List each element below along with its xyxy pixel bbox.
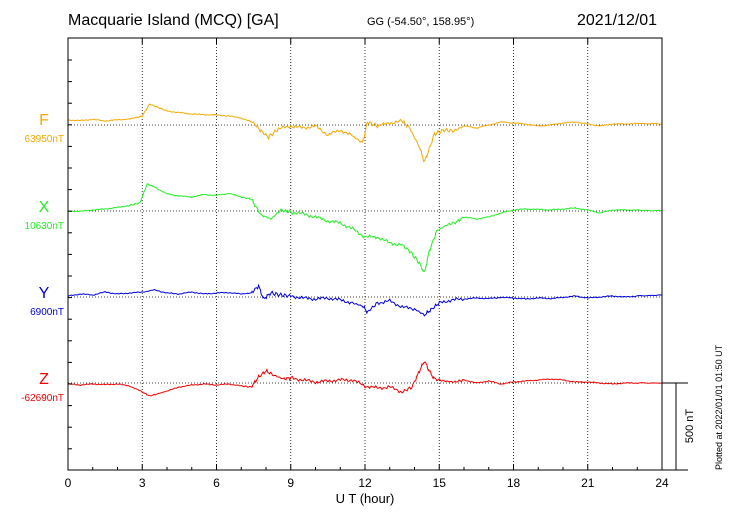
geographic-coordinates: GG (-54.50°, 158.95°) <box>367 16 475 28</box>
x-tick-label-0: 0 <box>65 476 72 490</box>
baseline-value-X: 10630nT <box>25 221 64 232</box>
x-tick-label-3: 3 <box>139 476 146 490</box>
series-line-X <box>67 183 663 273</box>
x-tick-label-18: 18 <box>507 476 521 490</box>
chart-date: 2021/12/01 <box>577 12 658 29</box>
series-name-Y: Y <box>39 285 50 302</box>
baselines <box>68 124 662 384</box>
series-labels: F 63950nT X 10630nT Y 6900nT Z -62690nT <box>21 112 64 404</box>
series-group <box>67 103 663 397</box>
x-tick-label-15: 15 <box>433 476 447 490</box>
x-tick-label-6: 6 <box>213 476 220 490</box>
series-name-Z: Z <box>39 371 49 388</box>
baseline-value-Z: -62690nT <box>21 393 64 404</box>
scale-bar: 500 nT <box>662 382 696 471</box>
baseline-value-F: 63950nT <box>25 134 64 145</box>
grid-lines <box>141 38 589 470</box>
series-line-F <box>67 103 663 163</box>
x-tick-label-21: 21 <box>581 476 595 490</box>
x-tick-label-9: 9 <box>287 476 294 490</box>
series-name-X: X <box>39 199 50 216</box>
scale-bar-label: 500 nT <box>684 409 696 444</box>
x-axis-ticks: 0 3 6 9 12 15 18 21 24 <box>65 38 669 490</box>
baseline-value-Y: 6900nT <box>30 307 64 318</box>
x-axis-label: U T (hour) <box>336 491 395 506</box>
x-tick-label-12: 12 <box>358 476 372 490</box>
station-title: Macquarie Island (MCQ) [GA] <box>68 12 279 29</box>
plotted-timestamp: Plotted at 2022/01/01 01:50 UT <box>714 344 724 470</box>
series-line-Y <box>67 283 663 317</box>
series-name-F: F <box>39 112 49 129</box>
x-tick-label-24: 24 <box>655 476 669 490</box>
series-line-Z <box>67 361 663 397</box>
